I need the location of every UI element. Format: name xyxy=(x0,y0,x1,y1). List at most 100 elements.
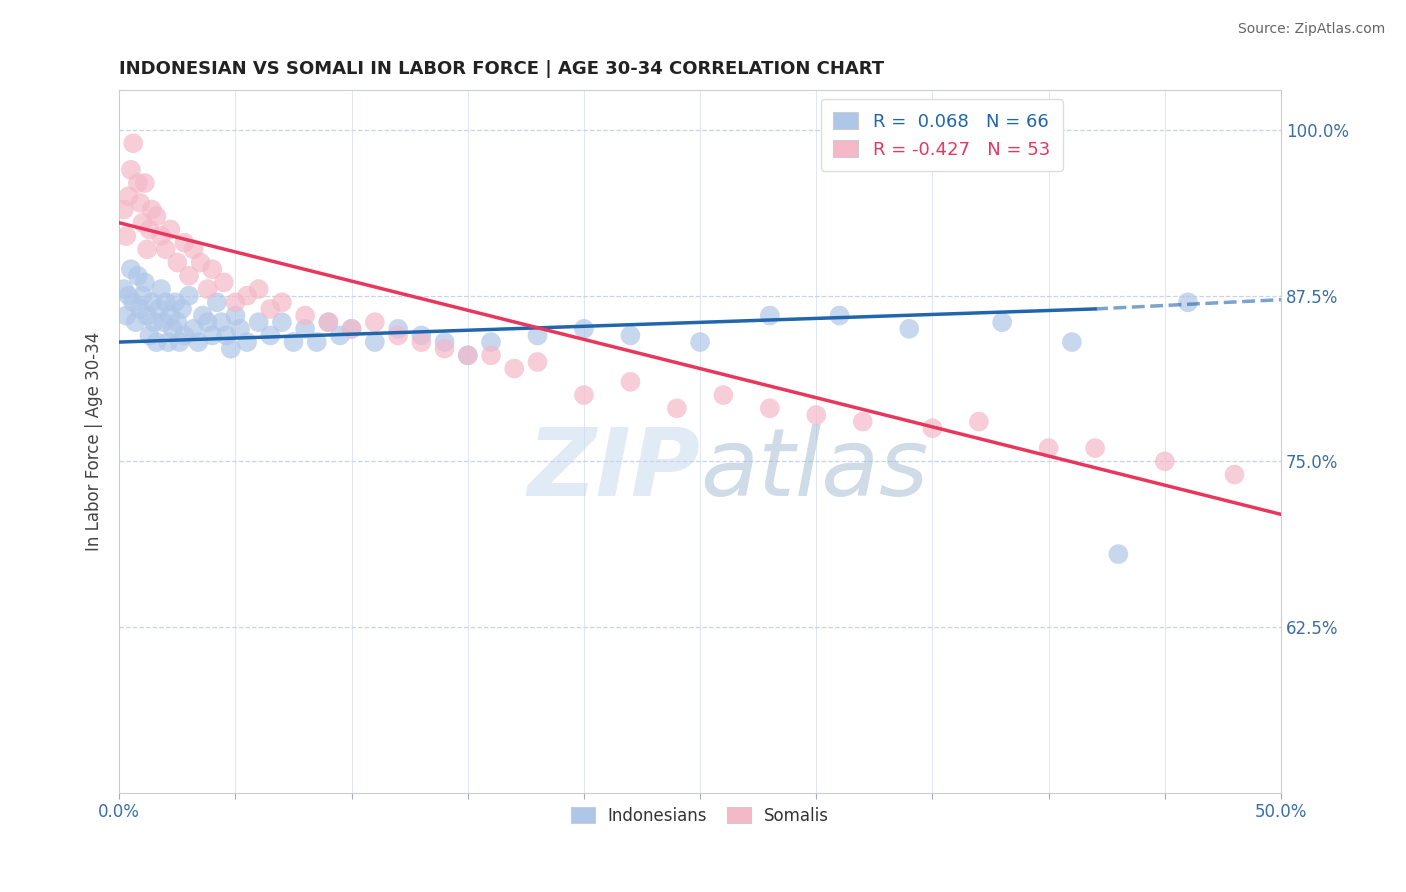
Point xyxy=(619,328,641,343)
Point xyxy=(503,361,526,376)
Point xyxy=(572,388,595,402)
Text: Source: ZipAtlas.com: Source: ZipAtlas.com xyxy=(1237,22,1385,37)
Point xyxy=(120,162,142,177)
Point xyxy=(318,315,340,329)
Point xyxy=(411,334,433,349)
Point xyxy=(177,268,200,283)
Point xyxy=(197,282,219,296)
Point xyxy=(229,322,252,336)
Point xyxy=(1060,334,1083,349)
Point xyxy=(166,315,188,329)
Point xyxy=(1084,441,1107,455)
Point xyxy=(219,342,242,356)
Point xyxy=(170,301,193,316)
Point xyxy=(387,322,409,336)
Point xyxy=(191,309,214,323)
Point xyxy=(967,415,990,429)
Point xyxy=(1223,467,1246,482)
Point xyxy=(148,301,170,316)
Point xyxy=(305,334,328,349)
Point xyxy=(138,222,160,236)
Point xyxy=(122,295,145,310)
Point xyxy=(711,388,734,402)
Point xyxy=(143,315,166,329)
Point xyxy=(122,136,145,151)
Point xyxy=(283,334,305,349)
Point xyxy=(150,229,173,244)
Point xyxy=(828,309,851,323)
Point xyxy=(159,222,181,236)
Point xyxy=(806,408,828,422)
Point xyxy=(852,415,875,429)
Point xyxy=(236,288,259,302)
Point xyxy=(173,235,195,250)
Point xyxy=(991,315,1014,329)
Point xyxy=(136,309,159,323)
Point xyxy=(759,309,782,323)
Point xyxy=(259,301,281,316)
Legend: Indonesians, Somalis: Indonesians, Somalis xyxy=(562,799,838,833)
Point xyxy=(162,322,184,336)
Point xyxy=(457,348,479,362)
Point xyxy=(294,309,316,323)
Text: INDONESIAN VS SOMALI IN LABOR FORCE | AGE 30-34 CORRELATION CHART: INDONESIAN VS SOMALI IN LABOR FORCE | AG… xyxy=(120,60,884,78)
Point xyxy=(387,328,409,343)
Point xyxy=(183,242,205,256)
Point xyxy=(145,334,167,349)
Point xyxy=(197,315,219,329)
Point xyxy=(150,282,173,296)
Point xyxy=(112,282,135,296)
Point xyxy=(187,334,209,349)
Point xyxy=(340,322,363,336)
Point xyxy=(215,328,238,343)
Point xyxy=(145,209,167,223)
Point xyxy=(689,334,711,349)
Point xyxy=(211,315,233,329)
Point xyxy=(271,295,294,310)
Point xyxy=(340,322,363,336)
Point xyxy=(136,242,159,256)
Point xyxy=(169,334,191,349)
Point xyxy=(124,315,146,329)
Point xyxy=(247,282,270,296)
Point xyxy=(526,355,548,369)
Point xyxy=(619,375,641,389)
Point xyxy=(294,322,316,336)
Point xyxy=(138,328,160,343)
Point xyxy=(259,328,281,343)
Point xyxy=(479,348,502,362)
Point xyxy=(329,328,352,343)
Point xyxy=(526,328,548,343)
Point xyxy=(201,328,224,343)
Point xyxy=(177,288,200,302)
Point xyxy=(433,334,456,349)
Point xyxy=(224,295,246,310)
Point xyxy=(1038,441,1060,455)
Point xyxy=(205,295,228,310)
Point xyxy=(134,176,156,190)
Point xyxy=(152,315,174,329)
Point xyxy=(163,295,186,310)
Point xyxy=(898,322,921,336)
Point xyxy=(457,348,479,362)
Point xyxy=(1107,547,1129,561)
Text: atlas: atlas xyxy=(700,424,928,515)
Point xyxy=(921,421,943,435)
Point xyxy=(134,276,156,290)
Point xyxy=(117,288,139,302)
Point xyxy=(127,268,149,283)
Point xyxy=(183,322,205,336)
Point xyxy=(411,328,433,343)
Text: ZIP: ZIP xyxy=(527,424,700,516)
Point xyxy=(201,262,224,277)
Point xyxy=(364,334,387,349)
Point xyxy=(155,242,177,256)
Point xyxy=(120,262,142,277)
Point xyxy=(131,288,153,302)
Point xyxy=(572,322,595,336)
Point xyxy=(112,202,135,217)
Point xyxy=(665,401,688,416)
Point xyxy=(1177,295,1199,310)
Point xyxy=(115,309,138,323)
Y-axis label: In Labor Force | Age 30-34: In Labor Force | Age 30-34 xyxy=(86,332,103,551)
